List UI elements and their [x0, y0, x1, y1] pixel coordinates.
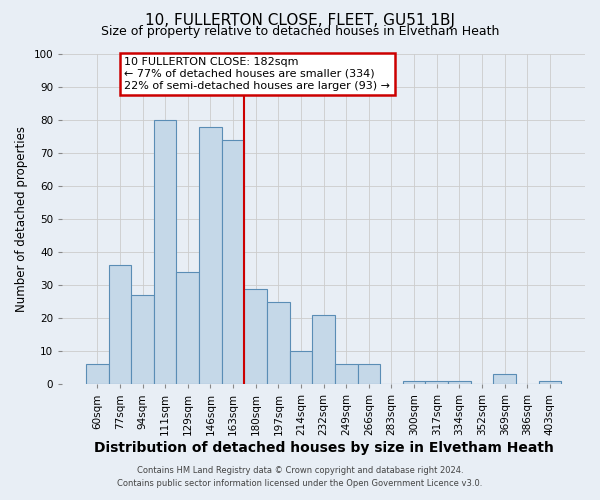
Bar — [154, 120, 176, 384]
Bar — [199, 126, 222, 384]
Text: 10, FULLERTON CLOSE, FLEET, GU51 1BJ: 10, FULLERTON CLOSE, FLEET, GU51 1BJ — [145, 12, 455, 28]
Text: Contains HM Land Registry data © Crown copyright and database right 2024.
Contai: Contains HM Land Registry data © Crown c… — [118, 466, 482, 487]
Bar — [312, 315, 335, 384]
Bar — [86, 364, 109, 384]
Bar — [493, 374, 516, 384]
Y-axis label: Number of detached properties: Number of detached properties — [15, 126, 28, 312]
Bar — [290, 352, 312, 384]
Text: Size of property relative to detached houses in Elvetham Heath: Size of property relative to detached ho… — [101, 25, 499, 38]
Bar — [244, 288, 267, 384]
Bar — [131, 295, 154, 384]
Bar — [425, 381, 448, 384]
Bar — [109, 266, 131, 384]
Bar — [267, 302, 290, 384]
X-axis label: Distribution of detached houses by size in Elvetham Heath: Distribution of detached houses by size … — [94, 441, 554, 455]
Text: 10 FULLERTON CLOSE: 182sqm
← 77% of detached houses are smaller (334)
22% of sem: 10 FULLERTON CLOSE: 182sqm ← 77% of deta… — [124, 58, 391, 90]
Bar — [335, 364, 358, 384]
Bar — [448, 381, 471, 384]
Bar — [222, 140, 244, 384]
Bar — [539, 381, 561, 384]
Bar — [403, 381, 425, 384]
Bar — [176, 272, 199, 384]
Bar — [358, 364, 380, 384]
